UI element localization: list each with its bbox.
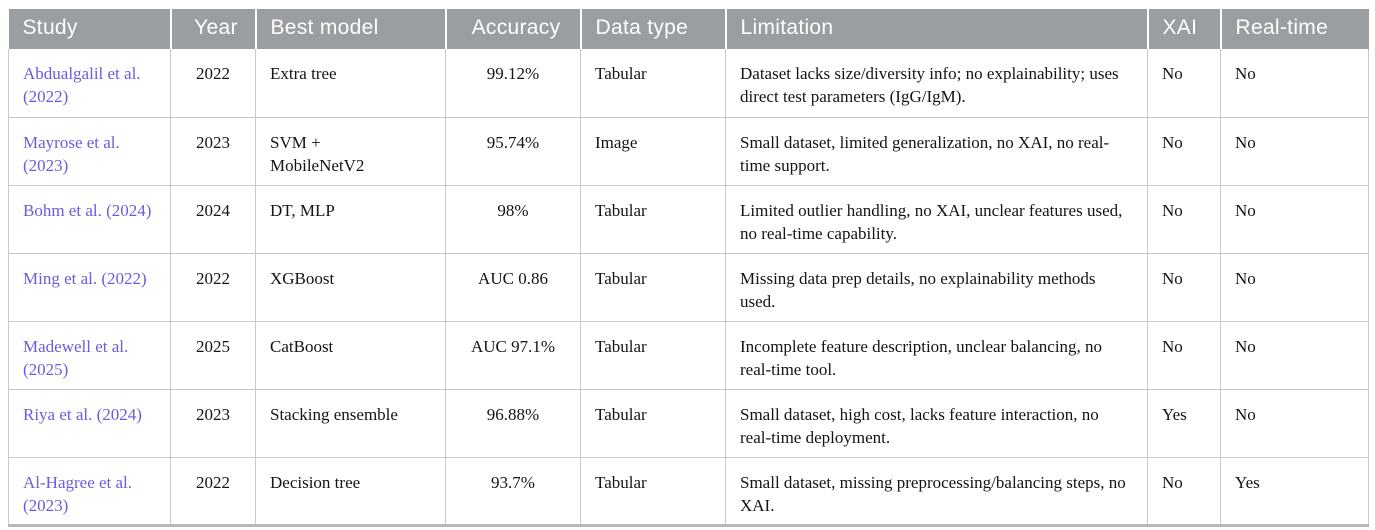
cell-study: Abdualgalil et al. (2022) (8, 49, 171, 118)
cell-data_type: Tabular (580, 184, 726, 254)
cell-limitation: Small dataset, missing preprocessing/bal… (725, 456, 1148, 525)
table-row: Bohm et al. (2024) 2024 DT, MLP 98% Tabular L… (8, 184, 1369, 254)
cell-best_model: Decision tree (255, 456, 446, 525)
table-header: Study Year Best model Accuracy Data type Limi… (8, 9, 1369, 49)
cell-accuracy: 99.12% (445, 49, 581, 118)
cell-limitation: Small dataset, limited generalization, n… (725, 116, 1148, 186)
study-citation-link[interactable]: Bohm et al. (2024) (23, 200, 152, 220)
cell-limitation: Dataset lacks size/diversity info; no ex… (725, 49, 1148, 118)
header-cell-limitation: Limitation (724, 9, 1148, 49)
cell-accuracy: AUC 97.1% (445, 320, 581, 390)
header-row: Study Year Best model Accuracy Data type Limi… (8, 9, 1369, 49)
cell-real_time: Yes (1220, 456, 1369, 525)
cell-data_type: Image (580, 116, 726, 186)
study-citation-link[interactable]: Mayrose et al. (2023) (23, 132, 120, 175)
cell-xai: No (1147, 184, 1221, 254)
cell-xai: Yes (1147, 388, 1221, 458)
cell-accuracy: AUC 0.86 (445, 252, 581, 322)
study-citation-link[interactable]: Ming et al. (2022) (23, 268, 147, 288)
study-citation-link[interactable]: Madewell et al. (2025) (23, 336, 129, 379)
cell-data_type: Tabular (580, 388, 726, 458)
header-cell-accuracy: Accuracy (444, 9, 581, 49)
cell-data_type: Tabular (580, 456, 726, 525)
cell-best_model: Extra tree (255, 49, 446, 118)
study-citation-link[interactable]: Al-Hagree et al. (2023) (23, 472, 133, 515)
table-row: Mayrose et al. (2023) 2023 SVM + MobileNet… (8, 116, 1369, 186)
cell-data_type: Tabular (580, 252, 726, 322)
cell-real_time: No (1220, 252, 1369, 322)
cell-year: 2025 (170, 320, 256, 390)
cell-real_time: No (1220, 116, 1369, 186)
cell-year: 2022 (170, 49, 256, 118)
cell-best_model: DT, MLP (255, 184, 446, 254)
cell-limitation: Missing data prep details, no explainabi… (725, 252, 1148, 322)
cell-best_model: CatBoost (255, 320, 446, 390)
cell-real_time: No (1220, 49, 1369, 118)
cell-accuracy: 98% (445, 184, 581, 254)
cell-accuracy: 96.88% (445, 388, 581, 458)
cell-limitation: Small dataset, high cost, lacks feature … (725, 388, 1148, 458)
cell-study: Madewell et al. (2025) (8, 320, 171, 390)
cell-limitation: Incomplete feature description, unclear … (725, 320, 1148, 390)
cell-xai: No (1147, 456, 1221, 525)
table-row: Al-Hagree et al. (2023) 2022 Decision tree… (8, 456, 1369, 525)
cell-best_model: Stacking ensemble (255, 388, 446, 458)
study-citation-link[interactable]: Riya et al. (2024) (23, 404, 142, 424)
header-cell-real_time: Real-time (1219, 9, 1369, 49)
cell-year: 2022 (170, 252, 256, 322)
cell-study: Bohm et al. (2024) (8, 184, 171, 254)
study-citation-link[interactable]: Abdualgalil et al. (2022) (23, 64, 141, 106)
cell-year: 2022 (170, 456, 256, 525)
cell-study: Riya et al. (2024) (8, 388, 171, 458)
header-cell-year: Year (169, 9, 256, 49)
cell-xai: No (1147, 49, 1221, 118)
table-row: Abdualgalil et al. (2022) 2022 Extra tree 9… (8, 49, 1369, 118)
cell-accuracy: 95.74% (445, 116, 581, 186)
cell-study: Ming et al. (2022) (8, 252, 171, 322)
header-cell-xai: XAI (1146, 9, 1221, 49)
studies-comparison-table: Study Year Best model Accuracy Data type Limi… (8, 9, 1369, 527)
cell-data_type: Tabular (580, 49, 726, 118)
cell-best_model: SVM + MobileNetV2 (255, 116, 446, 186)
cell-data_type: Tabular (580, 320, 726, 390)
table-row: Ming et al. (2022) 2022 XGBoost AUC 0.86 Tab… (8, 252, 1369, 322)
cell-accuracy: 93.7% (445, 456, 581, 525)
cell-best_model: XGBoost (255, 252, 446, 322)
cell-real_time: No (1220, 388, 1369, 458)
studies-comparison-table-wrap: Study Year Best model Accuracy Data type Limi… (8, 9, 1369, 527)
header-cell-data_type: Data type (579, 9, 726, 49)
cell-real_time: No (1220, 320, 1369, 390)
cell-real_time: No (1220, 184, 1369, 254)
cell-year: 2024 (170, 184, 256, 254)
cell-study: Mayrose et al. (2023) (8, 116, 171, 186)
table-body: Abdualgalil et al. (2022) 2022 Extra tree 9… (8, 49, 1369, 525)
cell-study: Al-Hagree et al. (2023) (8, 456, 171, 525)
header-cell-study: Study (8, 9, 171, 49)
cell-limitation: Limited outlier handling, no XAI, unclea… (725, 184, 1148, 254)
cell-xai: No (1147, 116, 1221, 186)
cell-year: 2023 (170, 116, 256, 186)
header-cell-best_model: Best model (254, 9, 446, 49)
table-row: Riya et al. (2024) 2023 Stacking ensemble 9… (8, 388, 1369, 458)
table-row: Madewell et al. (2025) 2025 CatBoost AUC 97… (8, 320, 1369, 390)
cell-year: 2023 (170, 388, 256, 458)
cell-xai: No (1147, 320, 1221, 390)
cell-xai: No (1147, 252, 1221, 322)
